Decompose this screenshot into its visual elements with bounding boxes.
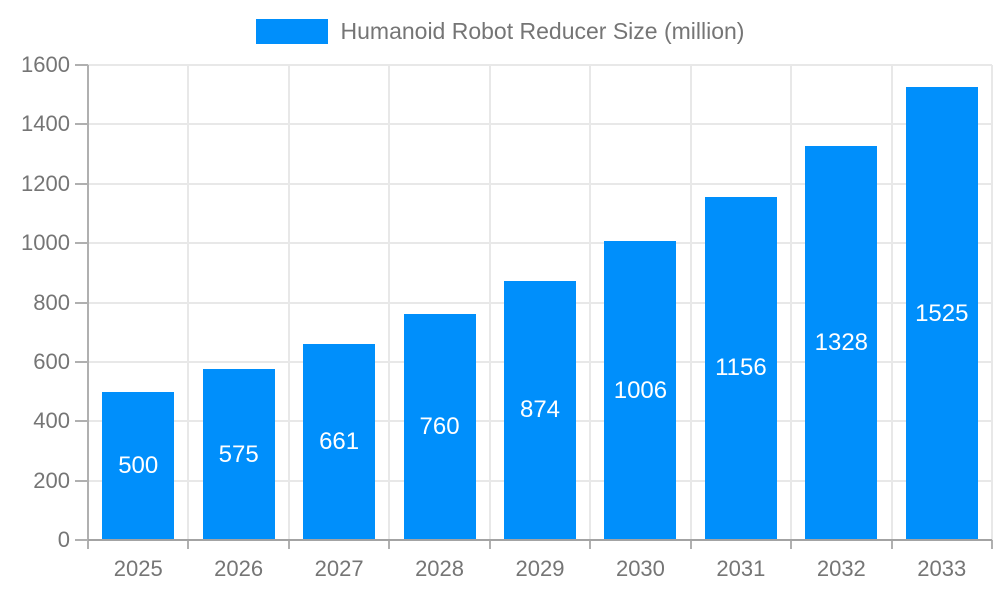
- x-axis-label: 2032: [816, 556, 866, 581]
- y-axis-label: 800: [33, 289, 70, 315]
- x-axis-tick: [689, 540, 692, 549]
- x-gridline: [488, 65, 491, 540]
- bar[interactable]: 1525: [905, 87, 978, 540]
- bar[interactable]: 874: [504, 280, 576, 540]
- y-gridline: [88, 123, 992, 126]
- y-axis-label: 400: [33, 408, 70, 434]
- x-gridline: [187, 65, 190, 540]
- x-axis-tick: [790, 540, 793, 549]
- y-axis-tick: [75, 420, 88, 423]
- y-axis-tick: [75, 242, 88, 245]
- y-axis-tick: [75, 539, 88, 541]
- y-axis-tick: [75, 123, 88, 126]
- x-axis-label: 2029: [515, 556, 565, 581]
- x-axis-line: [88, 539, 992, 541]
- legend-item[interactable]: Humanoid Robot Reducer Size (million): [255, 18, 745, 45]
- bar[interactable]: 1328: [805, 145, 878, 540]
- bar[interactable]: 1156: [704, 196, 777, 540]
- bar[interactable]: 575: [202, 369, 275, 540]
- x-axis-tick: [87, 540, 89, 549]
- x-gridline: [589, 65, 592, 540]
- x-gridline: [287, 65, 290, 540]
- y-axis-label: 1400: [21, 111, 70, 137]
- legend-label: Humanoid Robot Reducer Size (million): [340, 18, 745, 44]
- y-axis-label: 0: [57, 527, 70, 552]
- x-axis-tick: [388, 540, 391, 549]
- x-axis-tick: [589, 540, 592, 549]
- y-gridline: [88, 242, 992, 245]
- bar-value-label: 760: [419, 413, 460, 441]
- y-axis-label: 200: [33, 467, 70, 493]
- y-axis-tick: [75, 360, 88, 363]
- x-axis-tick: [488, 540, 491, 549]
- y-axis-line: [87, 65, 89, 540]
- bar[interactable]: 661: [303, 343, 376, 540]
- bar-value-label: 874: [519, 396, 561, 424]
- x-axis-label: 2026: [214, 556, 264, 581]
- y-axis-tick: [75, 301, 88, 304]
- bar[interactable]: 1006: [604, 241, 677, 540]
- y-gridline: [88, 64, 992, 66]
- bar-value-label: 1006: [613, 376, 668, 404]
- legend-swatch: [255, 19, 328, 44]
- bar[interactable]: 760: [403, 314, 476, 540]
- x-axis-label: 2033: [917, 556, 967, 581]
- x-axis-label: 2030: [615, 556, 665, 581]
- bar-value-label: 1156: [715, 354, 767, 382]
- legend: Humanoid Robot Reducer Size (million): [0, 18, 1000, 45]
- y-axis-tick: [75, 64, 88, 66]
- x-gridline: [790, 65, 793, 540]
- y-axis-tick: [75, 479, 88, 482]
- y-axis-tick: [75, 182, 88, 185]
- x-axis-tick: [991, 540, 993, 549]
- x-gridline: [890, 65, 893, 540]
- y-axis-label: 1200: [21, 170, 70, 196]
- x-axis-tick: [287, 540, 290, 549]
- x-axis-label: 2028: [415, 556, 465, 581]
- x-axis-tick: [890, 540, 893, 549]
- x-gridline: [388, 65, 391, 540]
- y-gridline: [88, 182, 992, 185]
- x-axis-label: 2031: [716, 556, 766, 581]
- bar-value-label: 1328: [814, 328, 869, 356]
- y-axis-label: 1000: [21, 230, 70, 256]
- bar[interactable]: 500: [102, 391, 175, 540]
- y-axis-label: 600: [33, 348, 70, 374]
- bar-value-label: 1525: [915, 299, 969, 327]
- bar-value-label: 500: [118, 451, 159, 479]
- x-gridline: [991, 65, 993, 540]
- x-axis-tick: [187, 540, 190, 549]
- x-axis-label: 2027: [314, 556, 364, 581]
- bar-value-label: 575: [218, 440, 259, 468]
- bar-value-label: 661: [319, 427, 360, 455]
- x-gridline: [689, 65, 692, 540]
- x-axis-label: 2025: [113, 556, 163, 581]
- y-axis-label: 1600: [21, 52, 70, 77]
